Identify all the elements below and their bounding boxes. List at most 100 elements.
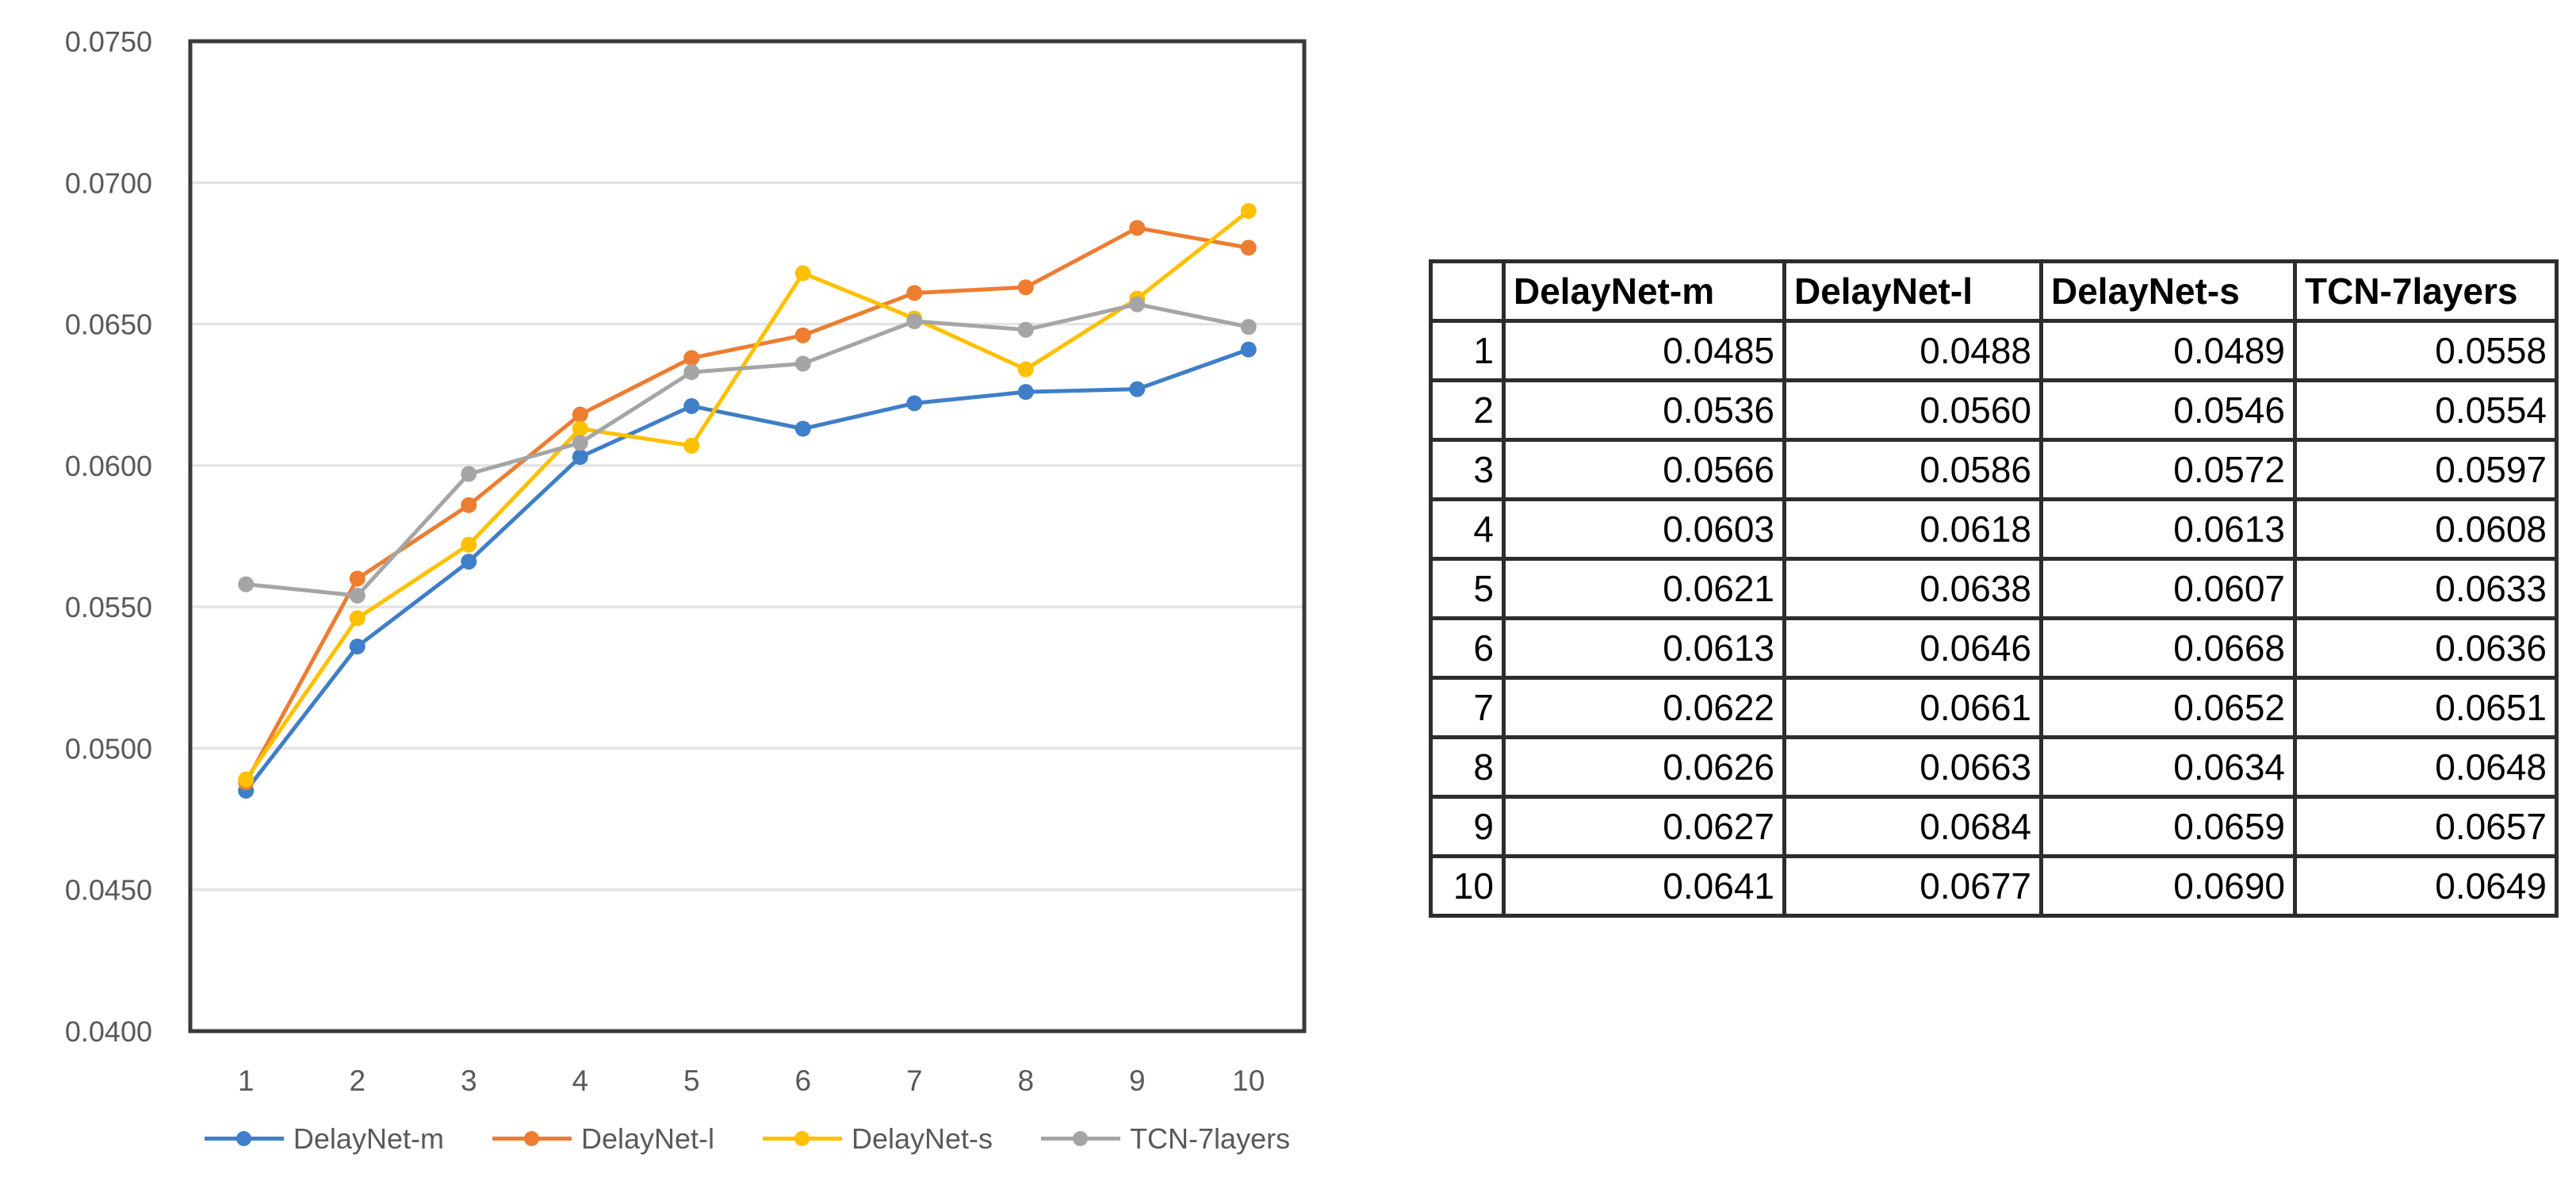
value-cell: 0.0536	[1502, 378, 1786, 442]
table-row: 9 0.0627 0.0684 0.0659 0.0657	[1429, 795, 2559, 858]
row-number-cell: 2	[1429, 378, 1506, 442]
column-header: TCN-7layers	[2293, 259, 2559, 323]
value-cell: 0.0648	[2293, 735, 2559, 799]
table-header: DelayNet-m DelayNet-l DelayNet-s TCN-7layer…	[1429, 259, 2559, 323]
value-cell: 0.0661	[1782, 676, 2043, 739]
data-point-marker	[461, 554, 477, 570]
value-cell: 0.0618	[1782, 497, 2043, 561]
row-number-cell: 1	[1429, 319, 1506, 382]
value-cell: 0.0613	[2039, 497, 2297, 561]
value-cell: 0.0608	[2293, 497, 2559, 561]
data-point-marker	[461, 497, 477, 513]
row-number-cell: 9	[1429, 795, 1506, 858]
x-axis-labels: 1 2 3 4 5 6 7 8 9 10	[238, 1064, 1265, 1097]
line-chart: 0.0400 0.0450 0.0500 0.0550 0.0600 0.0650 0.07…	[65, 25, 1307, 1156]
value-cell: 0.0603	[1502, 497, 1786, 561]
row-number-cell: 6	[1429, 616, 1506, 680]
value-cell: 0.0638	[1782, 557, 2043, 620]
data-point-marker	[683, 397, 700, 414]
data-point-marker	[349, 570, 366, 587]
value-cell: 0.0489	[2039, 319, 2297, 382]
series-line	[243, 302, 1251, 598]
value-cell: 0.0627	[1502, 795, 1786, 858]
data-point-marker	[906, 395, 923, 412]
table-row: 4 0.0603 0.0618 0.0613 0.0608	[1429, 497, 2559, 561]
data-point-marker	[794, 265, 811, 282]
value-cell: 0.0607	[2039, 557, 2297, 620]
data-point-marker	[238, 771, 255, 788]
value-cell: 0.0677	[1782, 854, 2043, 918]
x-axis-tick-label: 1	[238, 1064, 255, 1097]
data-point-marker	[906, 313, 923, 330]
table-row: 6 0.0613 0.0646 0.0668 0.0636	[1429, 616, 2559, 680]
x-axis-tick-label: 5	[683, 1064, 700, 1097]
value-cell: 0.0646	[1782, 616, 2043, 680]
series-DelayNet-l	[238, 220, 1257, 791]
y-axis-tick-label: 0.0650	[65, 309, 152, 341]
value-cell: 0.0613	[1502, 616, 1786, 680]
y-axis-tick-label: 0.0400	[65, 1015, 152, 1048]
value-cell: 0.0546	[2039, 378, 2297, 442]
y-axis-tick-label: 0.0550	[65, 591, 152, 623]
series-line	[243, 209, 1251, 782]
y-axis-tick-label: 0.0450	[65, 874, 152, 907]
row-number-cell: 3	[1429, 438, 1506, 501]
x-axis-tick-label: 7	[906, 1064, 923, 1097]
legend-line-marker-icon	[492, 1131, 572, 1147]
legend-item: DelayNet-m	[204, 1122, 444, 1156]
table-corner-cell	[1429, 259, 1506, 323]
value-cell: 0.0636	[2293, 616, 2559, 680]
y-axis-tick-label: 0.0600	[65, 450, 152, 482]
data-point-marker	[906, 285, 923, 301]
data-point-marker	[794, 355, 811, 372]
y-axis-tick-label: 0.0750	[65, 25, 152, 58]
legend-item: DelayNet-l	[492, 1122, 714, 1156]
legend-label: TCN-7layers	[1130, 1122, 1291, 1155]
value-cell: 0.0659	[2039, 795, 2297, 858]
data-point-marker	[1017, 321, 1034, 338]
data-point-marker	[238, 576, 255, 592]
legend-item: DelayNet-s	[763, 1122, 993, 1156]
value-cell: 0.0566	[1502, 438, 1786, 501]
table-row: 7 0.0622 0.0661 0.0652 0.0651	[1429, 676, 2559, 739]
y-axis-labels: 0.0400 0.0450 0.0500 0.0550 0.0600 0.0650 0.07…	[65, 25, 152, 1048]
value-cell: 0.0560	[1782, 378, 2043, 442]
row-number-cell: 8	[1429, 735, 1506, 799]
table-row: 8 0.0626 0.0663 0.0634 0.0648	[1429, 735, 2559, 799]
data-point-marker	[683, 437, 700, 454]
data-point-marker	[1240, 202, 1257, 219]
row-number-cell: 7	[1429, 676, 1506, 739]
value-cell: 0.0488	[1782, 319, 2043, 382]
x-axis-tick-label: 8	[1017, 1064, 1034, 1097]
line-chart-svg: 0.0400 0.0450 0.0500 0.0550 0.0600 0.0650 0.07…	[65, 25, 1307, 1097]
value-cell: 0.0586	[1782, 438, 2043, 501]
y-axis-tick-label: 0.0700	[65, 167, 152, 199]
x-axis-tick-label: 9	[1129, 1064, 1146, 1097]
legend-line-marker-icon	[1041, 1131, 1121, 1147]
legend-line-marker-icon	[204, 1131, 284, 1147]
value-cell: 0.0657	[2293, 795, 2559, 858]
value-cell: 0.0626	[1502, 735, 1786, 799]
data-point-marker	[1240, 319, 1257, 336]
data-point-marker	[683, 350, 700, 366]
data-point-marker	[349, 610, 366, 627]
data-point-marker	[349, 639, 366, 655]
row-number-cell: 4	[1429, 497, 1506, 561]
data-point-marker	[461, 536, 477, 553]
chart-legend: DelayNet-m DelayNet-l DelayNet-s TCN-7layer…	[190, 1122, 1304, 1156]
series-TCN-7layers	[238, 296, 1257, 604]
value-cell: 0.0572	[2039, 438, 2297, 501]
series-DelayNet-m	[238, 341, 1257, 799]
data-point-marker	[794, 327, 811, 343]
x-axis-tick-label: 3	[461, 1064, 477, 1097]
value-cell: 0.0485	[1502, 319, 1786, 382]
value-cell: 0.0668	[2039, 616, 2297, 680]
value-cell: 0.0634	[2039, 735, 2297, 799]
value-cell: 0.0558	[2293, 319, 2559, 382]
value-cell: 0.0690	[2039, 854, 2297, 918]
legend-label: DelayNet-s	[852, 1122, 993, 1155]
value-cell: 0.0554	[2293, 378, 2559, 442]
value-cell: 0.0641	[1502, 854, 1786, 918]
row-number-cell: 10	[1429, 854, 1506, 918]
x-axis-tick-label: 4	[572, 1064, 588, 1097]
